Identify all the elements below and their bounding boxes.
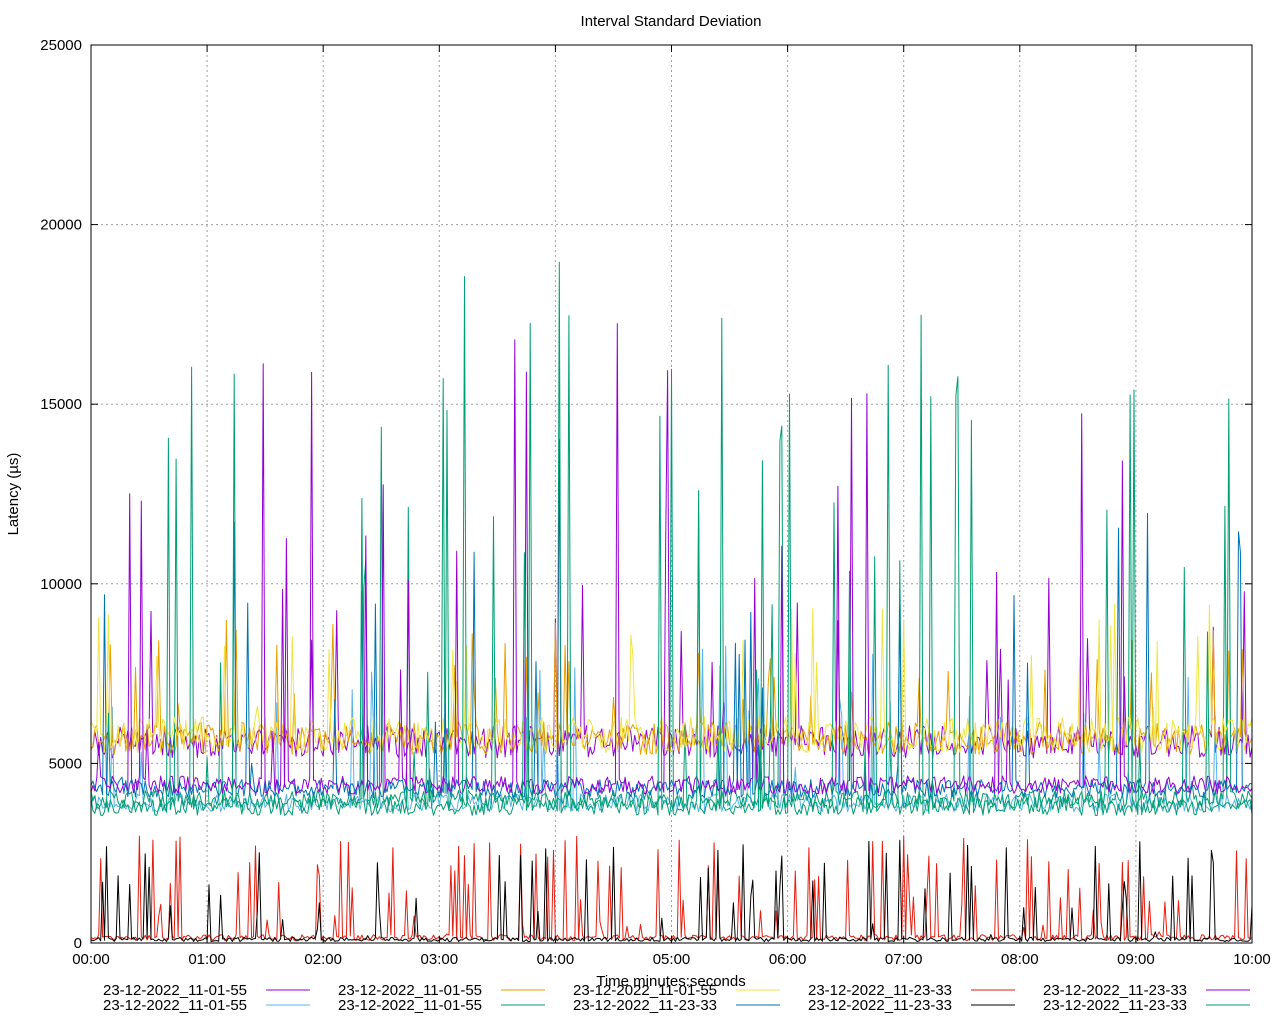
series-line xyxy=(90,323,1253,795)
legend-label: 23-12-2022_11-01-55 xyxy=(573,982,717,999)
legend: 23-12-2022_11-01-5523-12-2022_11-01-5523… xyxy=(103,982,1250,1014)
x-tick-label: 05:00 xyxy=(653,951,691,968)
x-axis-label: Time minutes:seconds xyxy=(596,973,746,990)
chart-title: Interval Standard Deviation xyxy=(581,13,762,30)
y-tick-label: 10000 xyxy=(40,576,82,593)
legend-label: 23-12-2022_11-23-33 xyxy=(808,982,952,999)
legend-label: 23-12-2022_11-23-33 xyxy=(808,997,952,1014)
y-tick-label: 20000 xyxy=(40,217,82,234)
legend-label: 23-12-2022_11-23-33 xyxy=(573,997,717,1014)
x-tick-label: 01:00 xyxy=(188,951,226,968)
x-tick-label: 08:00 xyxy=(1001,951,1039,968)
x-tick-label: 03:00 xyxy=(421,951,459,968)
legend-label: 23-12-2022_11-01-55 xyxy=(338,997,482,1014)
axis-ticks: 00:00 01:00 02:00 03:00 04:00 05:00 06:00 07:00… xyxy=(40,37,1270,968)
y-tick-label: 25000 xyxy=(40,37,82,54)
legend-label: 23-12-2022_11-01-55 xyxy=(103,997,247,1014)
x-tick-label: 09:00 xyxy=(1117,951,1155,968)
y-tick-label: 0 xyxy=(74,935,82,952)
x-tick-label: 07:00 xyxy=(885,951,923,968)
series-line xyxy=(90,368,1253,809)
legend-label: 23-12-2022_11-01-55 xyxy=(103,982,247,999)
legend-label: 23-12-2022_11-01-55 xyxy=(338,982,482,999)
series-layer xyxy=(90,261,1253,943)
series-line xyxy=(90,261,1253,816)
x-tick-label: 00:00 xyxy=(72,951,110,968)
legend-label: 23-12-2022_11-23-33 xyxy=(1043,982,1187,999)
y-axis-label: Latency (µs) xyxy=(5,453,22,536)
x-tick-label: 02:00 xyxy=(304,951,342,968)
x-tick-label: 10:00 xyxy=(1233,951,1271,968)
x-tick-label: 06:00 xyxy=(769,951,807,968)
y-tick-label: 5000 xyxy=(49,755,82,772)
y-tick-label: 15000 xyxy=(40,396,82,413)
legend-label: 23-12-2022_11-23-33 xyxy=(1043,997,1187,1014)
x-tick-label: 04:00 xyxy=(537,951,575,968)
